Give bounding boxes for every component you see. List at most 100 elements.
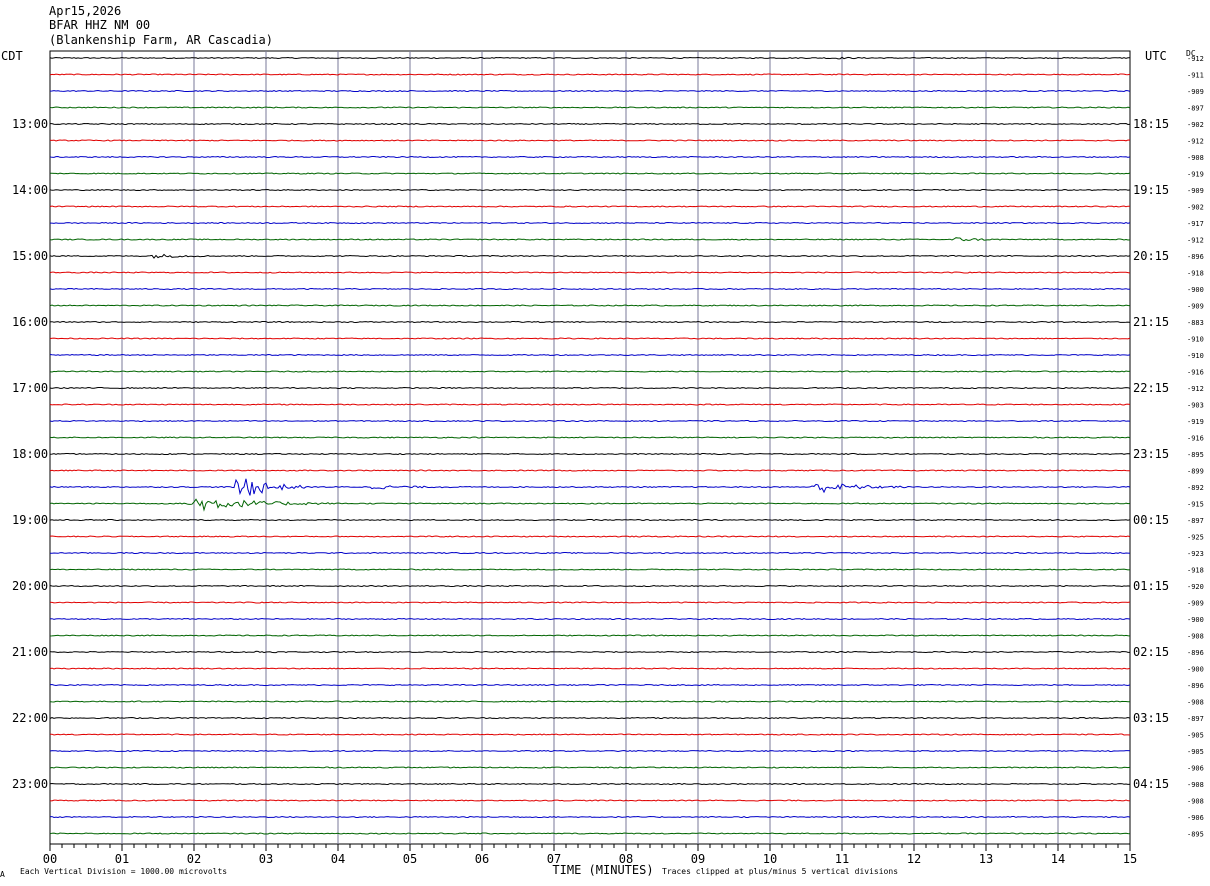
seismic-trace: [49, 478, 1131, 496]
seismic-trace: [49, 469, 1130, 472]
seismic-trace: [49, 353, 1131, 357]
left-hour-label: 18:00: [12, 447, 48, 461]
seismic-trace: [49, 535, 1131, 538]
seismic-trace: [49, 403, 1131, 406]
right-timezone-label: UTC: [1145, 49, 1167, 63]
corner-mark: A: [0, 870, 5, 879]
dc-offset-label: -925: [1187, 534, 1204, 542]
dc-offset-label: -900: [1187, 286, 1204, 294]
seismic-trace: [49, 683, 1131, 687]
seismic-trace: [49, 716, 1131, 720]
dc-offset-label: -895: [1187, 451, 1204, 459]
left-hour-label: 13:00: [12, 117, 48, 131]
dc-offset-label: -920: [1187, 583, 1204, 591]
seismic-trace: [49, 749, 1131, 753]
dc-offset-label: -917: [1187, 220, 1204, 228]
right-hour-label: 00:15: [1133, 513, 1169, 527]
seismic-trace: [49, 832, 1131, 835]
x-tick-label: 15: [1123, 852, 1137, 866]
seismic-trace: [49, 73, 1131, 76]
dc-offset-label: -892: [1187, 484, 1204, 492]
left-hour-label: 23:00: [12, 777, 48, 791]
right-hour-label: 21:15: [1133, 315, 1169, 329]
dc-offset-label: -916: [1187, 369, 1204, 377]
seismic-trace: [49, 700, 1130, 703]
dc-offset-label: -902: [1187, 204, 1204, 212]
x-tick-label: 02: [187, 852, 201, 866]
dc-offset-header: DC: [1186, 49, 1196, 58]
seismic-trace: [49, 89, 1131, 93]
right-hour-label: 23:15: [1133, 447, 1169, 461]
seismic-trace: [49, 634, 1131, 637]
dc-offset-label: -896: [1187, 253, 1204, 261]
seismic-trace: [49, 617, 1131, 621]
left-hour-label: 15:00: [12, 249, 48, 263]
dc-offset-label: -903: [1187, 402, 1204, 410]
seismic-trace: [49, 799, 1131, 802]
right-hour-label: 02:15: [1133, 645, 1169, 659]
dc-offset-label: -909: [1187, 303, 1204, 311]
left-hour-label: 21:00: [12, 645, 48, 659]
x-tick-label: 14: [1051, 852, 1065, 866]
dc-offset-label: -906: [1187, 765, 1204, 773]
seismic-trace: [49, 386, 1131, 390]
x-tick-label: 03: [259, 852, 273, 866]
seismic-trace: [49, 271, 1131, 274]
dc-offset-label: -909: [1187, 88, 1204, 96]
right-hour-label: 19:15: [1133, 183, 1169, 197]
dc-offset-label: -909: [1187, 187, 1204, 195]
right-hour-label: 01:15: [1133, 579, 1169, 593]
seismic-trace: [49, 568, 1131, 571]
dc-offset-label: -910: [1187, 352, 1204, 360]
right-hour-label: 20:15: [1133, 249, 1169, 263]
seismic-trace: [50, 122, 1131, 126]
dc-offset-label: -908: [1187, 798, 1204, 806]
x-tick-label: 04: [331, 852, 345, 866]
seismic-trace: [49, 253, 1131, 259]
dc-offset-label: -897: [1187, 715, 1204, 723]
seismic-trace: [49, 584, 1131, 588]
dc-offset-label: -912: [1187, 385, 1204, 393]
dc-offset-label: -911: [1187, 72, 1204, 80]
seismic-trace: [49, 650, 1130, 654]
left-hour-label: 16:00: [12, 315, 48, 329]
seismic-trace: [49, 188, 1131, 192]
site-label: (Blankenship Farm, AR Cascadia): [49, 33, 273, 47]
dc-offset-label: -899: [1187, 468, 1204, 476]
seismic-trace: [49, 106, 1131, 109]
seismic-trace: [49, 601, 1131, 604]
dc-offset-label: -895: [1187, 831, 1204, 839]
dc-offset-label: -919: [1187, 171, 1204, 179]
right-hour-label: 22:15: [1133, 381, 1169, 395]
dc-offset-label: -908: [1187, 781, 1204, 789]
dc-offset-label: -916: [1187, 435, 1204, 443]
dc-offset-label: -912: [1187, 55, 1204, 63]
dc-offset-label: -908: [1187, 699, 1204, 707]
plot-frame: [49, 50, 1131, 845]
dc-offset-label: -902: [1187, 121, 1204, 129]
seismic-trace: [49, 667, 1131, 670]
dc-offset-label: -905: [1187, 748, 1204, 756]
seismic-trace: [49, 370, 1131, 373]
left-hour-label: 19:00: [12, 513, 48, 527]
dc-offset-label: -900: [1187, 616, 1204, 624]
dc-offset-label: -905: [1187, 732, 1204, 740]
seismic-trace: [49, 815, 1131, 819]
seismic-trace: [49, 139, 1131, 142]
x-tick-label: 13: [979, 852, 993, 866]
seismic-trace: [49, 733, 1131, 736]
dc-offset-label: -915: [1187, 501, 1204, 509]
seismic-trace: [50, 221, 1131, 225]
left-hour-label: 20:00: [12, 579, 48, 593]
x-tick-label: 12: [907, 852, 921, 866]
seismic-trace: [49, 498, 1131, 512]
x-tick-label: 01: [115, 852, 129, 866]
seismic-trace: [49, 782, 1131, 786]
x-tick-label: 06: [475, 852, 489, 866]
dc-offset-label: -908: [1187, 633, 1204, 641]
seismic-trace: [49, 320, 1131, 324]
dc-offset-label: -883: [1187, 319, 1204, 327]
seismic-trace: [49, 205, 1130, 208]
dc-offset-label: -908: [1187, 154, 1204, 162]
